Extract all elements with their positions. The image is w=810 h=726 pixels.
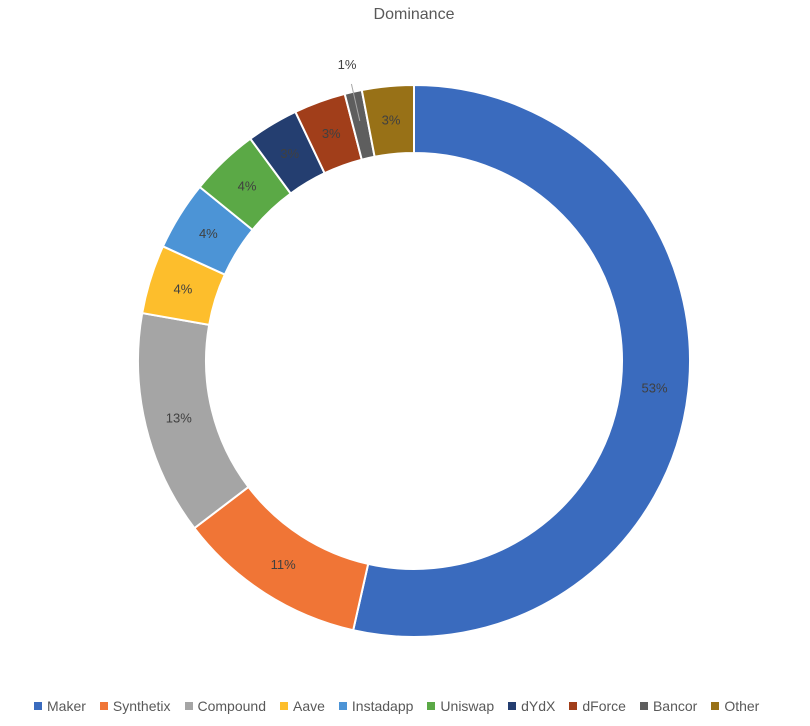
legend-label: Bancor (652, 698, 698, 714)
legend-item-other: Other (711, 698, 759, 714)
legend-swatch (280, 702, 288, 710)
legend-item-aave: Aave (280, 698, 325, 714)
legend-label: dForce (582, 698, 626, 714)
legend-swatch (34, 702, 42, 710)
legend-label: Instadapp (351, 698, 414, 714)
slice-other (360, 83, 415, 158)
legend-swatch (711, 702, 720, 710)
data-label-aave: 4% (174, 282, 193, 297)
legend-label: Synthetix (112, 698, 171, 714)
slice-compound (137, 311, 250, 530)
legend-swatch (99, 702, 108, 710)
legend-swatch (639, 702, 648, 710)
legend-label: Other (724, 698, 760, 714)
legend-item-dydx: dYdX (508, 698, 555, 714)
data-label-maker: 53% (641, 380, 667, 395)
legend-item-instadapp: Instadapp (338, 698, 414, 714)
legend-item-maker: Maker (34, 698, 86, 714)
data-label-synthetix: 11% (271, 557, 296, 572)
legend-item-bancor: Bancor (639, 698, 698, 714)
data-label-bancor: 1% (338, 57, 357, 72)
legend-swatch (508, 702, 517, 710)
legend-label: Maker (47, 698, 86, 714)
data-label-other: 3% (382, 113, 401, 128)
data-label-compound: 13% (166, 411, 192, 426)
legend-item-compound: Compound (184, 698, 267, 714)
legend-swatch (427, 702, 436, 710)
donut-chart: 53% 11% 13% 4% 4% 4% 3% 3% 1% 3% (137, 57, 691, 638)
slice-maker (351, 83, 691, 638)
legend-swatch (338, 702, 347, 710)
legend-item-uniswap: Uniswap (427, 698, 494, 714)
legend-item-synthetix: Synthetix (99, 698, 171, 714)
legend-swatch (569, 702, 578, 710)
leader-line-bancor (350, 83, 361, 122)
legend-swatch (184, 702, 193, 710)
data-label-uniswap: 4% (238, 178, 257, 193)
legend-label: Aave (293, 698, 325, 714)
data-label-dydx: 3% (280, 146, 299, 161)
data-label-dforce: 3% (322, 126, 341, 141)
legend-label: Uniswap (440, 698, 495, 714)
legend-label: dYdX (521, 698, 556, 714)
legend-label: Compound (197, 698, 267, 714)
data-label-instadapp: 4% (199, 226, 218, 241)
legend-item-dforce: dForce (569, 698, 626, 714)
chart-title: Dominance (373, 6, 455, 23)
legend: Maker Synthetix Compound Aave Instadapp Unisw… (34, 698, 759, 714)
